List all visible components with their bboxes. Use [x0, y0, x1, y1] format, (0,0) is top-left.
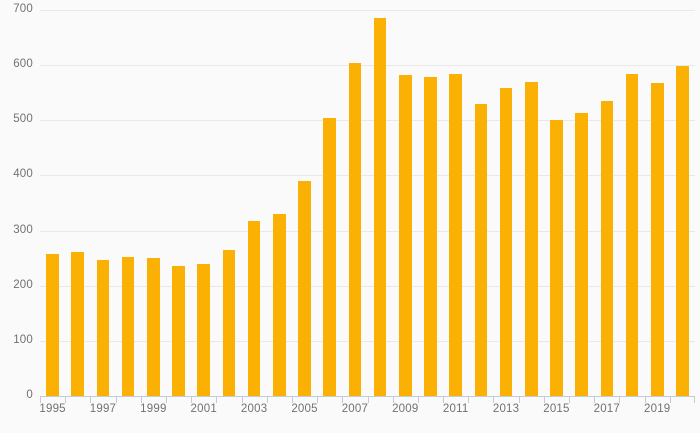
bar-2016[interactable] [575, 113, 588, 396]
x-tick-label-2015: 2015 [543, 403, 570, 415]
x-tick-label-2013: 2013 [492, 403, 520, 415]
bar-2010[interactable] [424, 77, 437, 396]
x-tick-label-2003: 2003 [240, 403, 268, 415]
bar-2000[interactable] [172, 265, 185, 396]
bars-layer [40, 10, 695, 396]
y-tick-label-600: 600 [13, 58, 33, 71]
x-tick-label-1999: 1999 [140, 403, 167, 415]
bar-2018[interactable] [625, 73, 639, 396]
x-tick-2019 [644, 396, 646, 403]
x-tick-2020 [669, 396, 671, 403]
x-tick-2000 [165, 396, 167, 403]
x-tick-2011 [443, 396, 445, 403]
y-tick-label-500: 500 [13, 113, 33, 126]
x-tick-1997 [90, 396, 92, 403]
bar-2002[interactable] [222, 250, 236, 396]
x-tick-label-1995: 1995 [39, 403, 66, 415]
x-tick-2001 [191, 396, 193, 403]
bar-2011[interactable] [449, 73, 462, 396]
gridline-600 [40, 65, 695, 67]
x-tick-2015 [543, 396, 545, 403]
gridline-700 [40, 10, 695, 11]
x-tick-label-2017: 2017 [593, 403, 621, 415]
bar-2013[interactable] [499, 88, 513, 396]
bar-2017[interactable] [600, 101, 614, 396]
bar-2014[interactable] [524, 81, 538, 396]
x-tick-label-1997: 1997 [89, 403, 117, 415]
x-tick-2014 [518, 396, 520, 403]
x-tick-2017 [594, 396, 596, 403]
gridline-500 [40, 120, 695, 122]
bar-2006[interactable] [323, 118, 336, 396]
gridline-300 [40, 230, 695, 232]
x-tick-label-2011: 2011 [442, 403, 469, 415]
x-tick-2010 [417, 396, 419, 403]
bar-2007[interactable] [348, 62, 362, 396]
y-tick-label-400: 400 [13, 168, 33, 181]
x-tick-2009 [392, 396, 394, 403]
x-tick-label-2005: 2005 [291, 403, 318, 415]
x-tick-2013 [493, 396, 495, 403]
x-tick-label-2019: 2019 [644, 403, 671, 415]
bar-2012[interactable] [474, 103, 488, 396]
y-tick-label-300: 300 [13, 223, 33, 236]
x-tick-2005 [291, 396, 293, 403]
bar-2019[interactable] [650, 83, 664, 396]
x-tick-2016 [569, 396, 571, 403]
x-axis-labels: 1995 1997 1999 2001 2003 2005 2007 2009 2011 2013… [39, 403, 695, 424]
gridline-400 [40, 175, 695, 177]
y-axis: 0 100 200 300 400 500 600 700 [0, 3, 33, 400]
x-tick-1996 [65, 396, 67, 403]
bar-2005[interactable] [298, 180, 311, 396]
x-axis-ticks [40, 396, 695, 404]
x-tick-1999 [140, 396, 142, 403]
y-tick-label-100: 100 [13, 333, 33, 346]
gridline-200 [40, 285, 695, 287]
x-tick-2004 [266, 396, 268, 403]
bar-1999[interactable] [147, 257, 160, 396]
bar-1995[interactable] [46, 254, 59, 396]
x-tick-2012 [468, 396, 470, 403]
x-tick-2006 [317, 396, 319, 403]
bar-2004[interactable] [273, 214, 286, 396]
bar-1998[interactable] [121, 257, 135, 396]
bar-2015[interactable] [550, 119, 563, 396]
x-tick-2008 [367, 396, 369, 403]
y-tick-label-200: 200 [13, 278, 33, 291]
x-tick-2003 [241, 396, 243, 403]
x-tick-label-2009: 2009 [392, 403, 419, 415]
bar-2009[interactable] [398, 75, 412, 396]
bar-1997[interactable] [96, 259, 110, 396]
y-tick-label-0: 0 [26, 389, 33, 401]
gridline-100 [40, 340, 695, 342]
bar-2001[interactable] [197, 264, 211, 396]
x-tick-label-2007: 2007 [341, 403, 369, 415]
bar-2008[interactable] [373, 17, 387, 396]
x-tick-end [694, 396, 695, 403]
x-tick-1995 [40, 396, 41, 403]
y-tick-label-700: 700 [13, 3, 33, 15]
x-tick-2007 [342, 396, 344, 403]
x-tick-1998 [115, 396, 117, 403]
bar-2020[interactable] [676, 65, 689, 396]
bar-2003[interactable] [247, 220, 261, 396]
x-tick-2018 [619, 396, 621, 403]
x-tick-2002 [216, 396, 218, 403]
x-tick-label-2001: 2001 [190, 403, 217, 415]
bar-1996[interactable] [71, 251, 85, 396]
